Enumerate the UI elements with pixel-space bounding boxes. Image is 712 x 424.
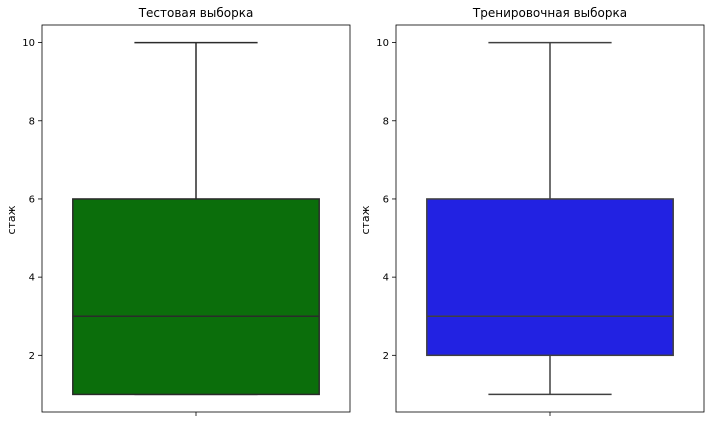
iqr-box xyxy=(72,198,320,396)
box-marks xyxy=(426,41,674,396)
y-tick-label: 6 xyxy=(383,194,389,205)
y-axis-label: стаж xyxy=(5,205,18,234)
plot-frame xyxy=(395,24,705,413)
y-tick-label: 10 xyxy=(376,38,389,49)
y-tick-label: 4 xyxy=(383,273,389,284)
plot-frame xyxy=(41,24,351,413)
iqr-box xyxy=(426,198,674,357)
y-tick-label: 2 xyxy=(29,351,35,362)
chart-title: Тестовая выборка xyxy=(138,6,254,20)
y-tick-label: 4 xyxy=(29,273,35,284)
y-tick-label: 6 xyxy=(29,194,35,205)
y-tick-label: 8 xyxy=(29,116,35,127)
chart-title: Тренировочная выборка xyxy=(472,6,627,20)
panel-train: Тренировочная выборка стаж 2 4 6 8 10 xyxy=(359,6,705,416)
y-tick-label: 2 xyxy=(383,351,389,362)
box-marks xyxy=(72,41,320,396)
y-axis-label: стаж xyxy=(359,205,372,234)
y-tick-label: 8 xyxy=(383,116,389,127)
y-ticks: 2 4 6 8 10 xyxy=(22,38,197,416)
y-tick-label: 10 xyxy=(22,38,35,49)
panel-test: Тестовая выборка стаж 2 4 6 8 10 xyxy=(5,6,351,416)
y-ticks: 2 4 6 8 10 xyxy=(376,38,551,416)
